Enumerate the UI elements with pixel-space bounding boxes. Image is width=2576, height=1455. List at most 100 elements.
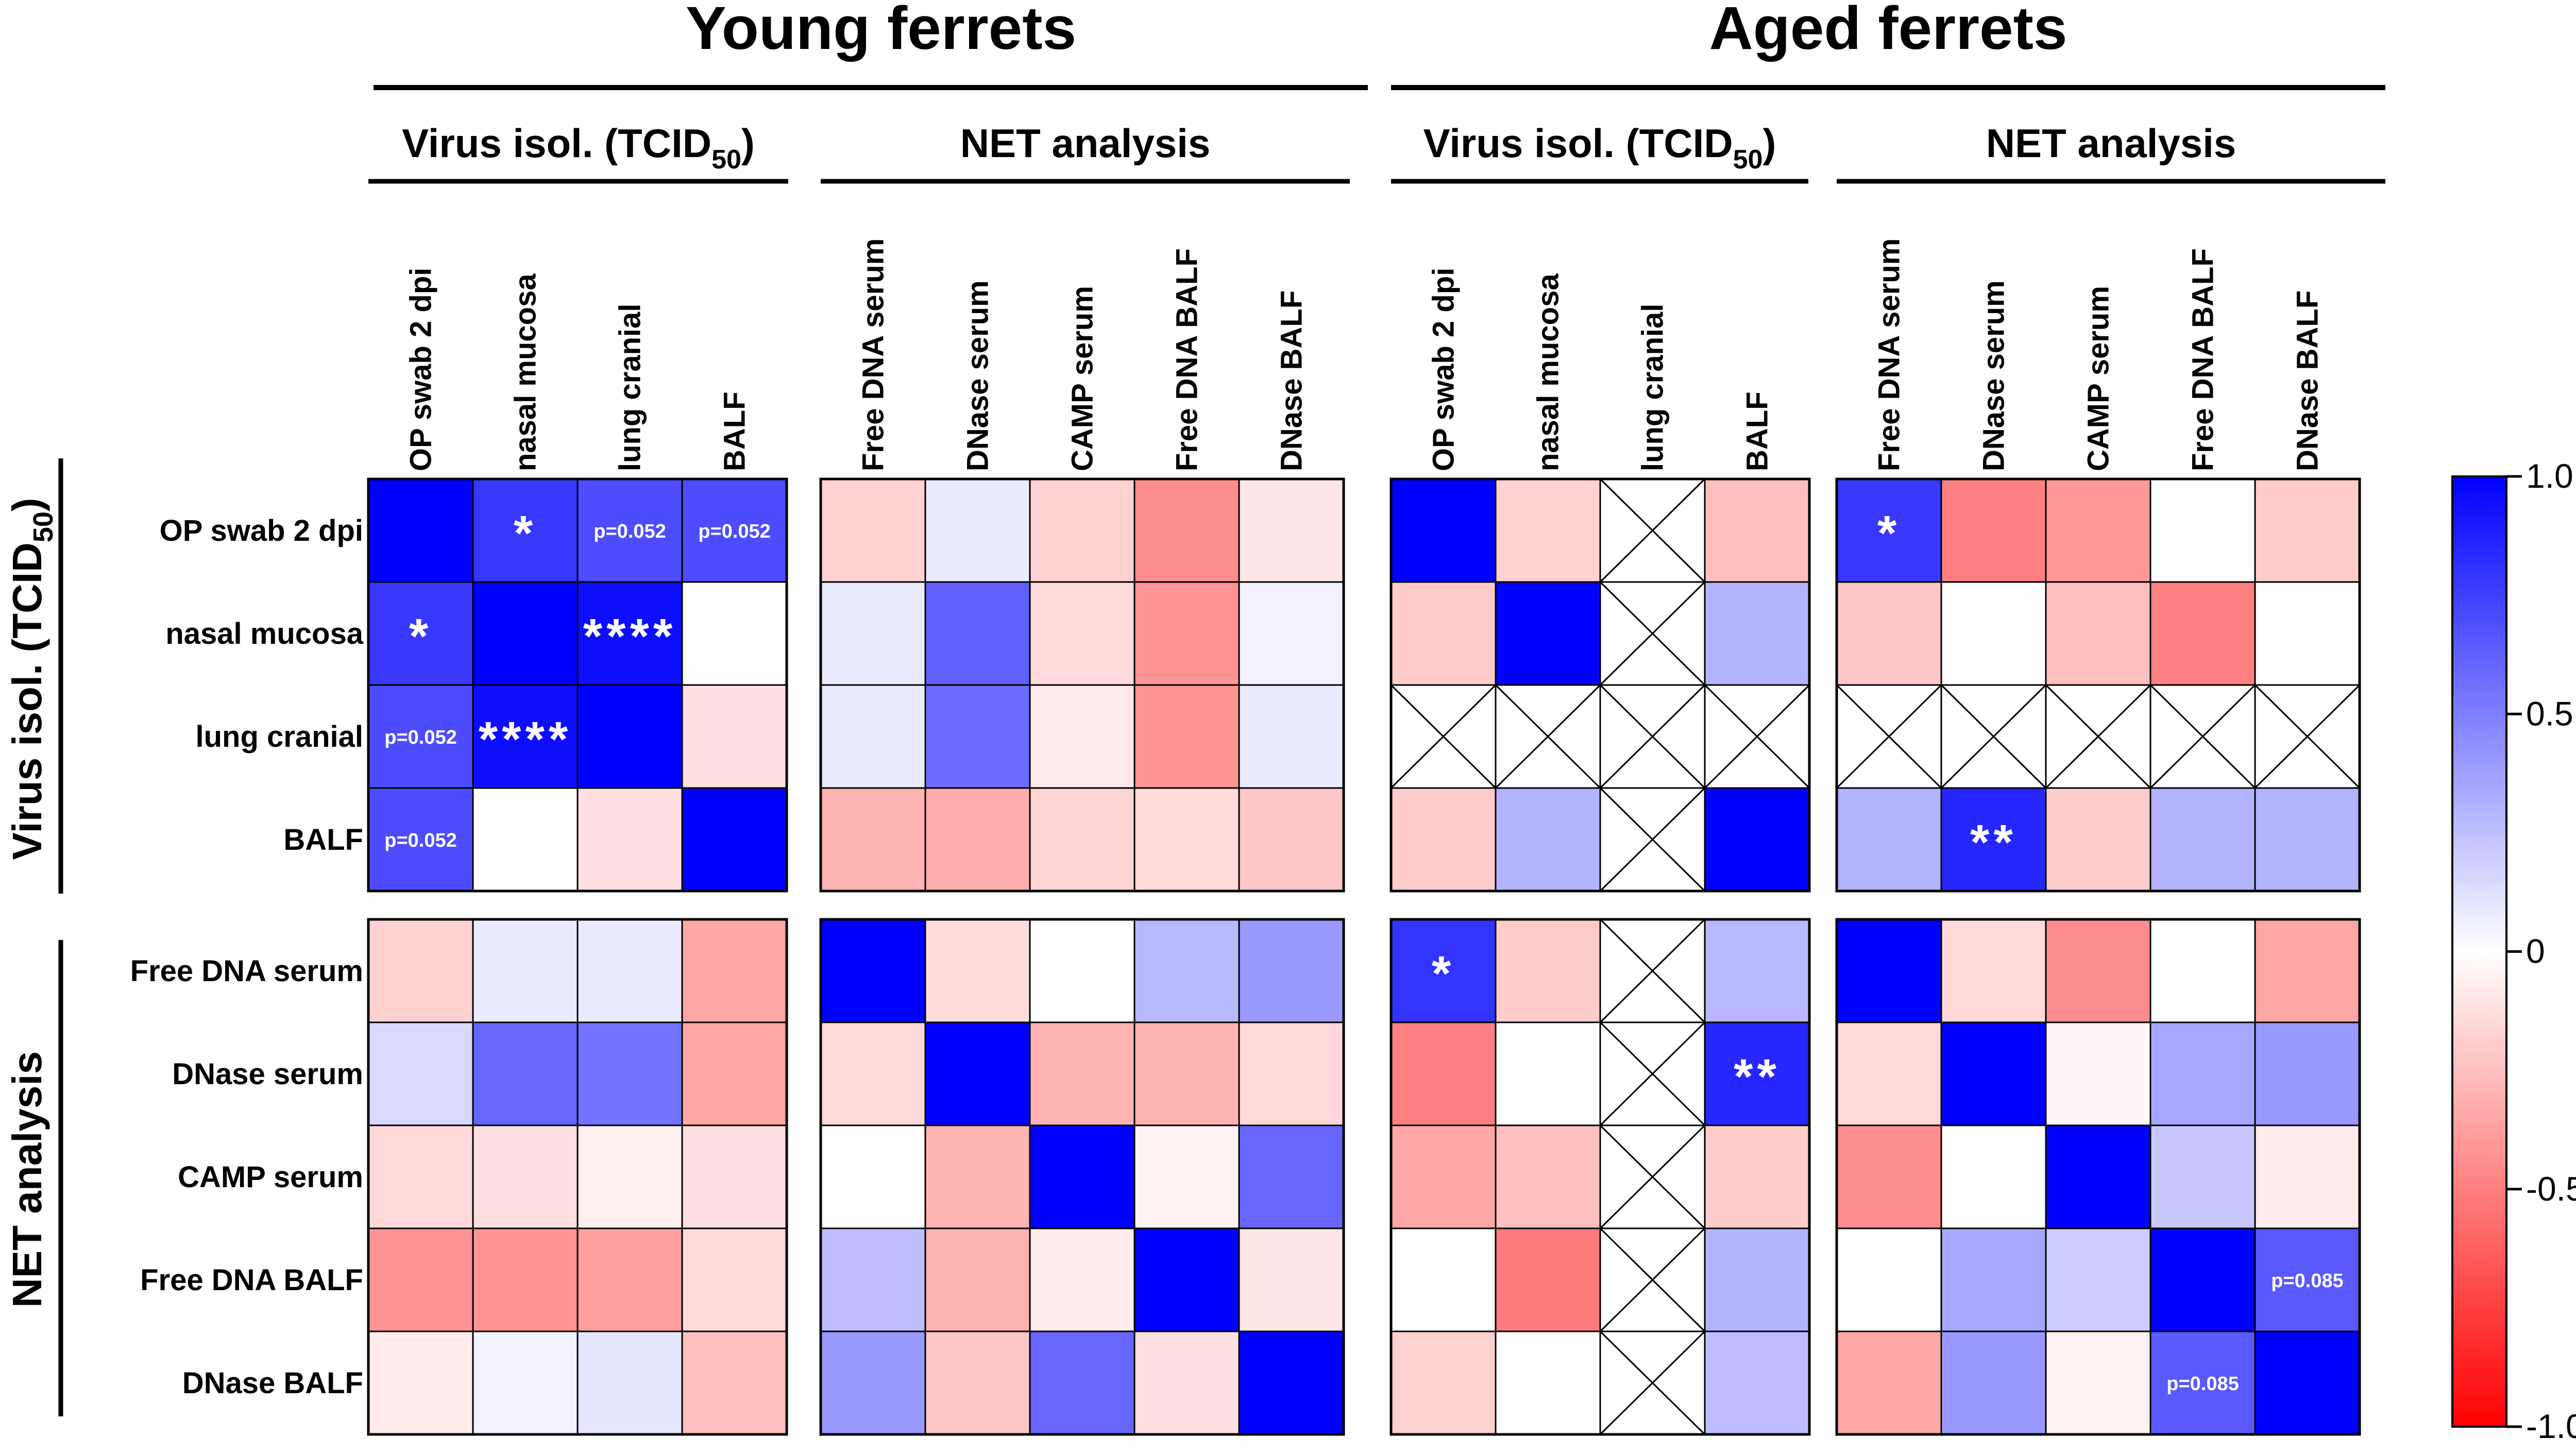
cross-mark: [1390, 684, 1497, 789]
aged-cell: [1941, 1228, 2046, 1331]
aged-cell: [1837, 1022, 1941, 1125]
young-cell: [821, 1228, 925, 1331]
young-cell: [1134, 1125, 1239, 1228]
young-cell: [1134, 788, 1239, 891]
column-label: DNase BALF: [1275, 290, 1309, 471]
significance-label: ****: [479, 712, 572, 767]
block-outline: [1835, 477, 2361, 893]
young-cell: [925, 919, 1030, 1022]
cross-mark: [1599, 684, 1706, 789]
column-label: Free DNA serum: [857, 238, 890, 471]
young-cell: [1030, 582, 1134, 685]
young-cell: [1134, 685, 1239, 788]
group-header: NET analysis: [1986, 121, 2236, 166]
aged-cell: [2046, 1125, 2150, 1228]
row-label: Free DNA serum: [130, 954, 363, 988]
young-cell: [1239, 788, 1344, 891]
aged-cell: [1837, 788, 1941, 891]
young-cell: [1239, 1125, 1344, 1228]
young-cell: [578, 1228, 682, 1331]
column-label: lung cranial: [1636, 303, 1670, 471]
young-cell: [578, 1022, 682, 1125]
column-label: OP swab 2 dpi: [1427, 268, 1461, 471]
young-cell: [368, 919, 473, 1022]
aged-cell: [1391, 1125, 1496, 1228]
column-label: DNase serum: [1977, 280, 2011, 471]
young-cell: [1030, 1331, 1134, 1434]
young-cell: [682, 1331, 787, 1434]
young-cell: [473, 788, 578, 891]
young-cell: [1239, 1331, 1344, 1434]
aged-cell: [1391, 919, 1496, 1022]
young-cell: [473, 1022, 578, 1125]
aged-cell: [1705, 1331, 1809, 1434]
subscript: 50: [28, 511, 59, 542]
colorbar: [2451, 475, 2507, 1428]
colorbar-tick-label: 0: [2526, 932, 2545, 970]
young-cell: [1134, 1331, 1239, 1434]
aged-cell: [1941, 1331, 2046, 1434]
young-cell: [1030, 685, 1134, 788]
p-value-label: p=0.052: [594, 521, 666, 542]
cross-mark: [1599, 918, 1706, 1023]
cross-mark: [2045, 684, 2151, 789]
column-label: lung cranial: [614, 303, 647, 471]
cross-mark: [1836, 684, 1942, 789]
p-value-label: p=0.085: [2166, 1373, 2239, 1395]
aged-cell: [2150, 1022, 2255, 1125]
aged-cell: [1837, 1228, 1941, 1331]
young-cell: [1134, 1228, 1239, 1331]
young-cell: [821, 479, 925, 582]
young-cell: [1239, 919, 1344, 1022]
young-cell: [368, 1125, 473, 1228]
panel-title: Aged ferrets: [1709, 0, 2067, 62]
young-cell: [821, 685, 925, 788]
significance-label: *: [1877, 506, 1901, 561]
colorbar-tick-label: -1.0: [2526, 1407, 2576, 1445]
cross-mark: [1599, 581, 1706, 686]
young-cell: [578, 479, 682, 582]
block-outline: [819, 918, 1345, 1436]
young-cell: [473, 582, 578, 685]
aged-cell: [1941, 1022, 2046, 1125]
young-cell: [682, 479, 787, 582]
young-cell: [925, 1331, 1030, 1434]
aged-cell: [2255, 1331, 2360, 1434]
cross-mark: [1599, 1330, 1706, 1435]
column-label: DNase serum: [961, 280, 995, 471]
young-cell: [925, 1125, 1030, 1228]
young-cell: [578, 685, 682, 788]
aged-cell: [1705, 479, 1809, 582]
aged-cell: [1496, 582, 1600, 685]
significance-label: *: [514, 506, 537, 561]
aged-cell: [1837, 1125, 1941, 1228]
young-cell: [368, 685, 473, 788]
colorbar-tick-label: -0.5: [2526, 1170, 2576, 1208]
young-cell: [682, 1125, 787, 1228]
young-cell: [925, 685, 1030, 788]
aged-cell: [1837, 479, 1941, 582]
young-cell: [821, 1022, 925, 1125]
aged-cell: [1391, 582, 1496, 685]
p-value-label: p=0.052: [698, 521, 771, 542]
young-cell: [821, 919, 925, 1022]
young-cell: [368, 1022, 473, 1125]
block-outline: [367, 918, 788, 1436]
aged-cell: [1391, 479, 1496, 582]
cross-mark: [1599, 1227, 1706, 1332]
closing-paren: ): [4, 498, 50, 511]
p-value-label: p=0.052: [384, 830, 457, 851]
row-label: Free DNA BALF: [140, 1263, 363, 1297]
young-cell: [1030, 1228, 1134, 1331]
aged-cell: [2255, 1228, 2360, 1331]
young-cell: [368, 1228, 473, 1331]
aged-cell: [1391, 1331, 1496, 1434]
aged-cell: [1496, 1228, 1600, 1331]
aged-cell: [1705, 582, 1809, 685]
column-label: BALF: [1741, 391, 1774, 471]
young-cell: [473, 685, 578, 788]
aged-cell: [1837, 1331, 1941, 1434]
aged-cell: [1941, 919, 2046, 1022]
closing-paren: ): [741, 121, 755, 166]
